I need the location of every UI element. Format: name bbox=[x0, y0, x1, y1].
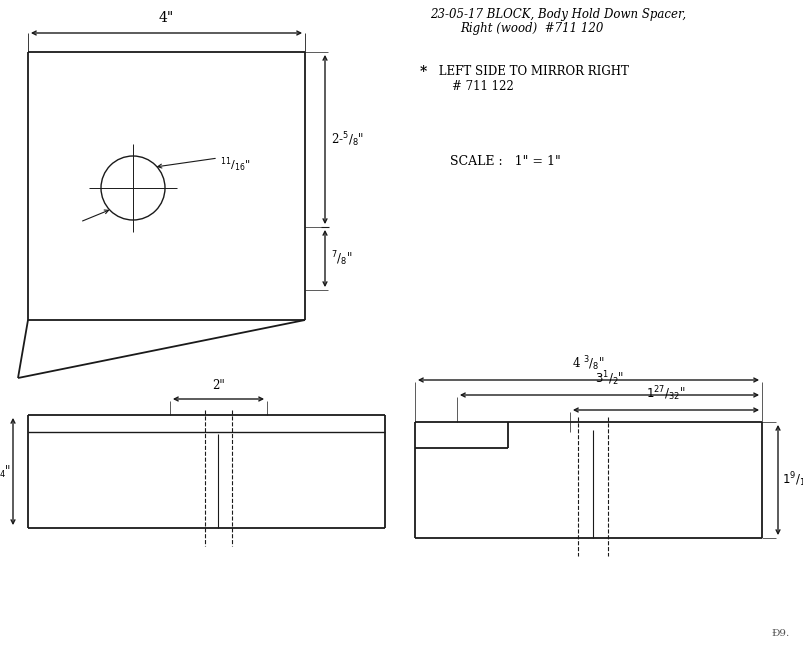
Text: 2": 2" bbox=[212, 379, 225, 392]
Text: 23-05-17 BLOCK, Body Hold Down Spacer,: 23-05-17 BLOCK, Body Hold Down Spacer, bbox=[430, 8, 685, 21]
Text: $1^1/_4$": $1^1/_4$" bbox=[0, 462, 11, 481]
Text: 4": 4" bbox=[159, 11, 174, 25]
Text: $1^9/_{16}$": $1^9/_{16}$" bbox=[781, 471, 803, 489]
Text: *: * bbox=[419, 65, 426, 79]
Text: SCALE :   1" = 1": SCALE : 1" = 1" bbox=[450, 155, 560, 168]
Text: $3^1/_2$": $3^1/_2$" bbox=[594, 369, 623, 388]
Text: $^7/_8$": $^7/_8$" bbox=[331, 249, 353, 268]
Text: Right (wood)  #711 120: Right (wood) #711 120 bbox=[459, 22, 602, 35]
Text: # 711 122: # 711 122 bbox=[451, 80, 513, 93]
Text: $^{11}/_{16}$": $^{11}/_{16}$" bbox=[220, 156, 251, 174]
Text: $1^{27}/_{32}$": $1^{27}/_{32}$" bbox=[646, 384, 685, 403]
Text: 4 $^3/_8$": 4 $^3/_8$" bbox=[572, 354, 604, 373]
Text: 2-$^5/_8$": 2-$^5/_8$" bbox=[331, 130, 364, 149]
Text: LEFT SIDE TO MIRROR RIGHT: LEFT SIDE TO MIRROR RIGHT bbox=[434, 65, 628, 78]
Text: Ð9.: Ð9. bbox=[771, 629, 789, 638]
